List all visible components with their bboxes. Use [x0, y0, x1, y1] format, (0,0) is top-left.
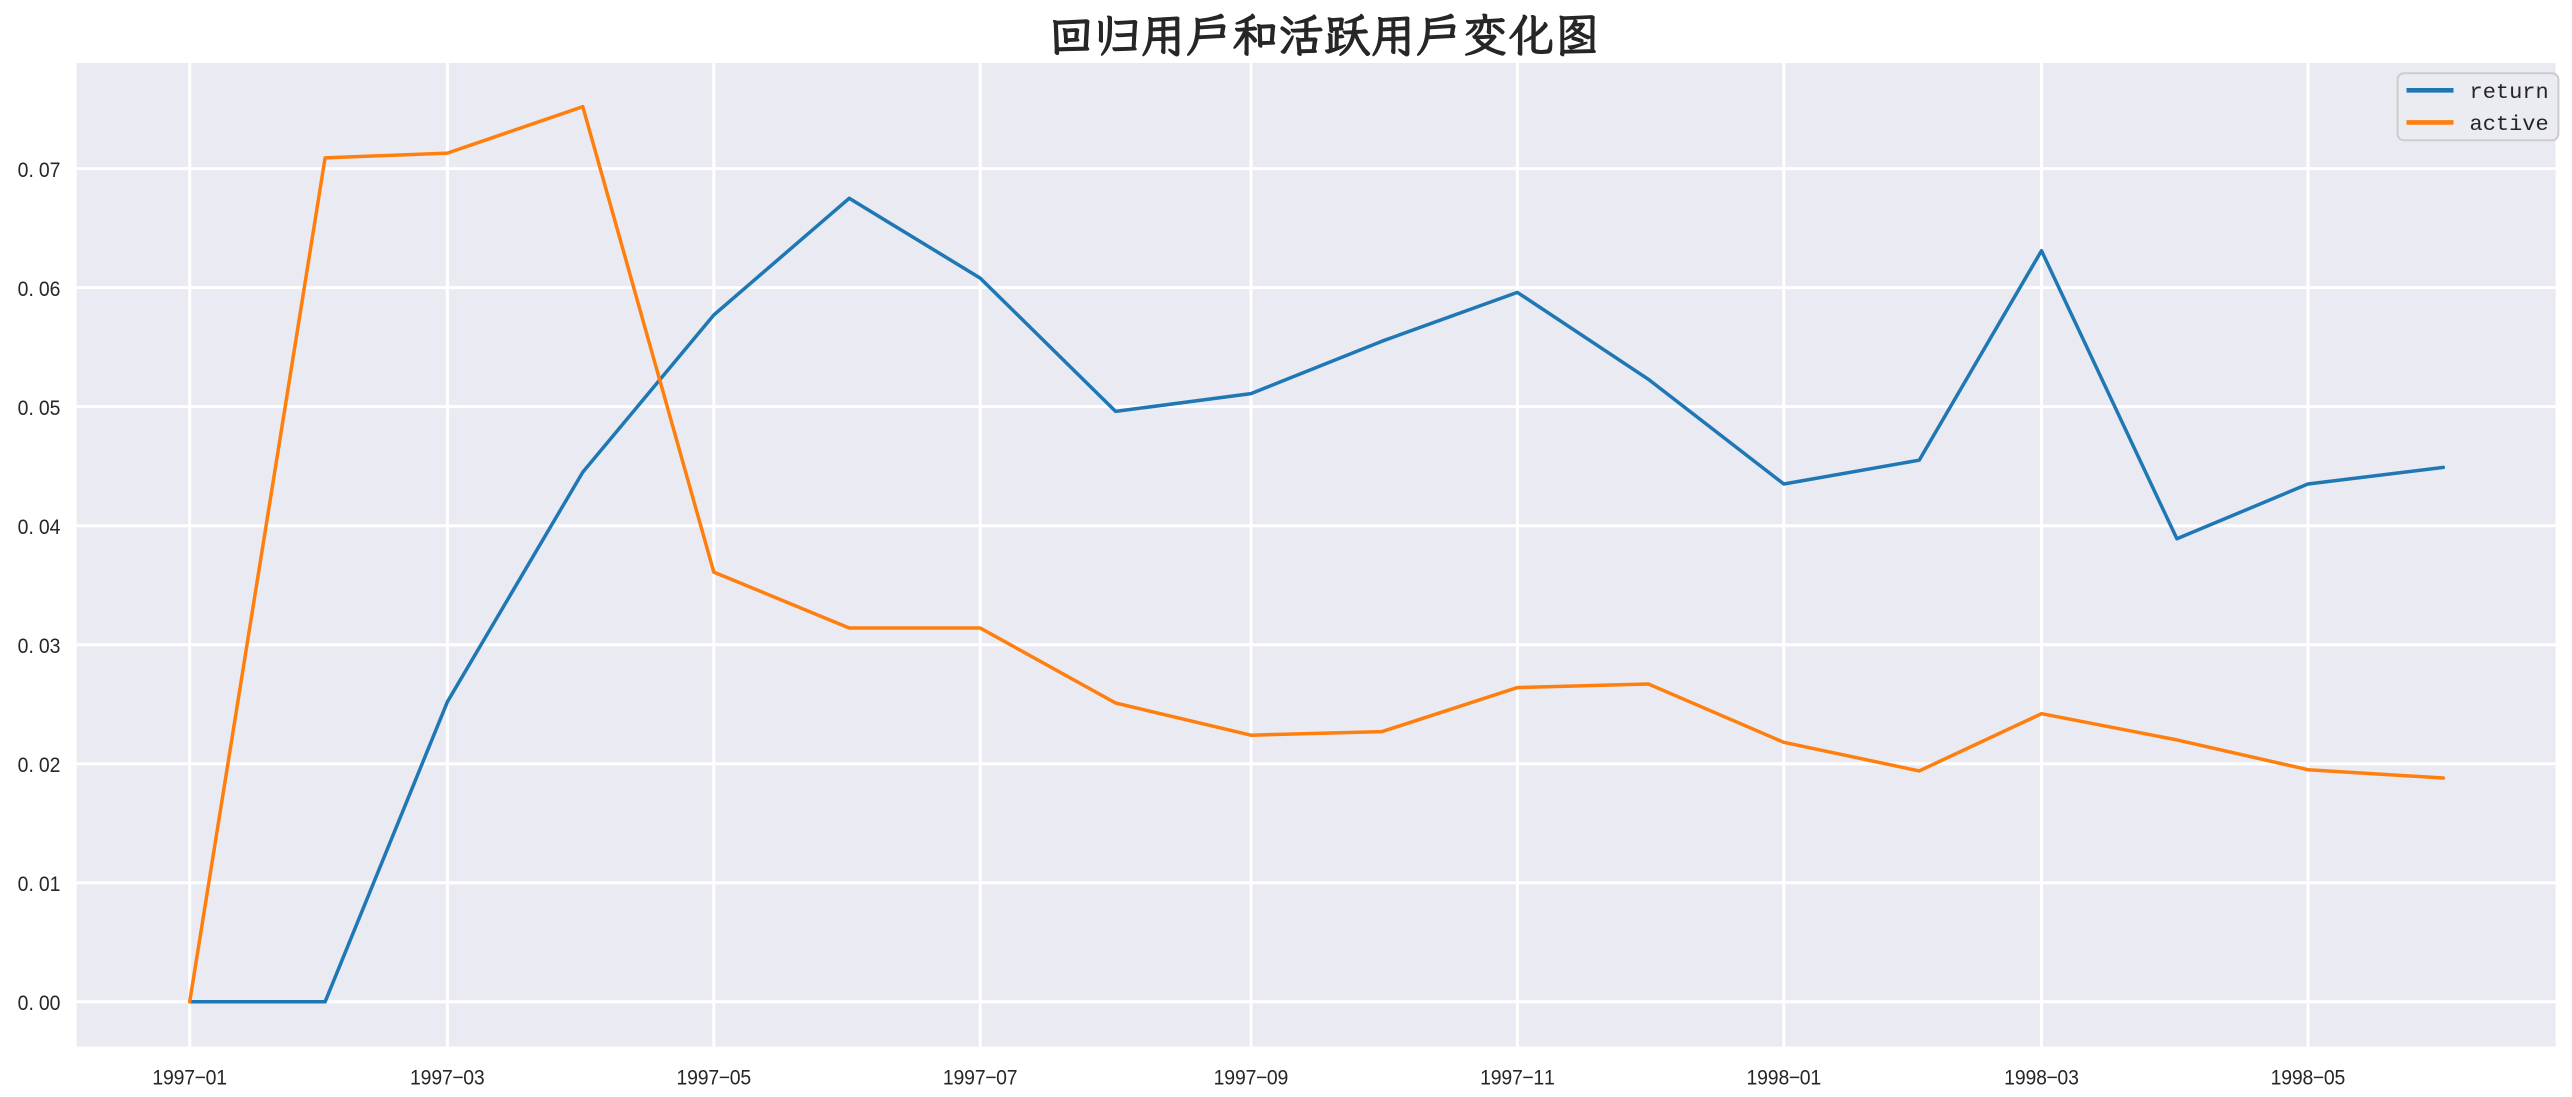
svg-text:0: 0	[18, 754, 29, 777]
svg-text:0: 0	[50, 992, 61, 1015]
svg-text:9: 9	[1224, 1067, 1235, 1090]
svg-text:7: 7	[50, 159, 61, 182]
svg-text:0: 0	[730, 1067, 741, 1090]
svg-text:1: 1	[1810, 1067, 1821, 1090]
svg-text:9: 9	[2025, 1067, 2036, 1090]
svg-text:−: −	[2313, 1067, 2324, 1090]
svg-text:0: 0	[39, 873, 50, 896]
svg-text:0: 0	[39, 159, 50, 182]
svg-text:7: 7	[975, 1067, 986, 1090]
svg-text:7: 7	[1007, 1067, 1018, 1090]
svg-text:−: −	[195, 1067, 206, 1090]
svg-text:0: 0	[2324, 1067, 2335, 1090]
svg-text:7: 7	[1512, 1067, 1523, 1090]
svg-text:active: active	[2470, 112, 2549, 137]
svg-text:1: 1	[1746, 1067, 1757, 1090]
svg-text:0: 0	[39, 516, 50, 539]
svg-text:return: return	[2470, 80, 2549, 105]
svg-text:0: 0	[463, 1067, 474, 1090]
svg-text:3: 3	[50, 635, 61, 658]
svg-text:−: −	[1522, 1067, 1533, 1090]
svg-text:−: −	[985, 1067, 996, 1090]
svg-text:9: 9	[1757, 1067, 1768, 1090]
svg-text:1: 1	[1544, 1067, 1555, 1090]
svg-text:0: 0	[206, 1067, 217, 1090]
svg-text:−: −	[2046, 1067, 2057, 1090]
svg-text:1: 1	[1214, 1067, 1225, 1090]
svg-text:0: 0	[39, 397, 50, 420]
svg-text:3: 3	[2068, 1067, 2079, 1090]
svg-text:0: 0	[18, 516, 29, 539]
svg-text:2: 2	[50, 754, 61, 777]
svg-text:0: 0	[18, 278, 29, 301]
svg-text:1: 1	[676, 1067, 687, 1090]
svg-text:5: 5	[740, 1067, 751, 1090]
svg-text:.: .	[28, 278, 33, 301]
svg-text:9: 9	[174, 1067, 185, 1090]
svg-text:.: .	[28, 635, 33, 658]
svg-text:0: 0	[18, 992, 29, 1015]
svg-text:.: .	[28, 992, 33, 1015]
svg-text:1: 1	[50, 873, 61, 896]
svg-text:1: 1	[2271, 1067, 2282, 1090]
svg-text:7: 7	[708, 1067, 719, 1090]
svg-text:9: 9	[1235, 1067, 1246, 1090]
svg-text:1: 1	[216, 1067, 227, 1090]
svg-text:9: 9	[954, 1067, 965, 1090]
svg-text:9: 9	[2292, 1067, 2303, 1090]
svg-text:7: 7	[442, 1067, 453, 1090]
svg-text:1: 1	[943, 1067, 954, 1090]
svg-text:9: 9	[1501, 1067, 1512, 1090]
svg-text:0: 0	[18, 397, 29, 420]
svg-text:1: 1	[1480, 1067, 1491, 1090]
svg-text:8: 8	[1778, 1067, 1789, 1090]
svg-text:.: .	[28, 754, 33, 777]
svg-text:0: 0	[18, 159, 29, 182]
svg-text:8: 8	[2036, 1067, 2047, 1090]
svg-text:5: 5	[2334, 1067, 2345, 1090]
svg-text:3: 3	[474, 1067, 485, 1090]
svg-text:0: 0	[996, 1067, 1007, 1090]
svg-text:8: 8	[2303, 1067, 2314, 1090]
svg-text:0: 0	[39, 992, 50, 1015]
svg-text:0: 0	[39, 278, 50, 301]
svg-text:0: 0	[18, 873, 29, 896]
svg-text:.: .	[28, 159, 33, 182]
svg-text:−: −	[1789, 1067, 1800, 1090]
svg-text:.: .	[28, 397, 33, 420]
svg-text:0: 0	[1800, 1067, 1811, 1090]
svg-text:1: 1	[152, 1067, 163, 1090]
svg-text:7: 7	[1246, 1067, 1257, 1090]
svg-text:7: 7	[184, 1067, 195, 1090]
svg-text:−: −	[452, 1067, 463, 1090]
svg-text:1: 1	[1533, 1067, 1544, 1090]
svg-text:9: 9	[421, 1067, 432, 1090]
svg-text:6: 6	[50, 278, 61, 301]
svg-text:9: 9	[2015, 1067, 2026, 1090]
svg-text:.: .	[28, 873, 33, 896]
svg-text:9: 9	[1491, 1067, 1502, 1090]
svg-text:9: 9	[163, 1067, 174, 1090]
svg-text:.: .	[28, 516, 33, 539]
svg-text:0: 0	[1267, 1067, 1278, 1090]
svg-text:9: 9	[1278, 1067, 1289, 1090]
svg-text:5: 5	[50, 397, 61, 420]
svg-text:−: −	[1256, 1067, 1267, 1090]
svg-text:9: 9	[964, 1067, 975, 1090]
svg-text:4: 4	[50, 516, 61, 539]
svg-text:9: 9	[1768, 1067, 1779, 1090]
svg-text:0: 0	[39, 635, 50, 658]
svg-text:9: 9	[2281, 1067, 2292, 1090]
svg-text:0: 0	[39, 754, 50, 777]
svg-text:1: 1	[2004, 1067, 2015, 1090]
svg-text:1: 1	[410, 1067, 421, 1090]
svg-text:9: 9	[698, 1067, 709, 1090]
svg-text:−: −	[719, 1067, 730, 1090]
svg-text:0: 0	[18, 635, 29, 658]
svg-text:9: 9	[687, 1067, 698, 1090]
svg-text:9: 9	[431, 1067, 442, 1090]
svg-text:0: 0	[2057, 1067, 2068, 1090]
